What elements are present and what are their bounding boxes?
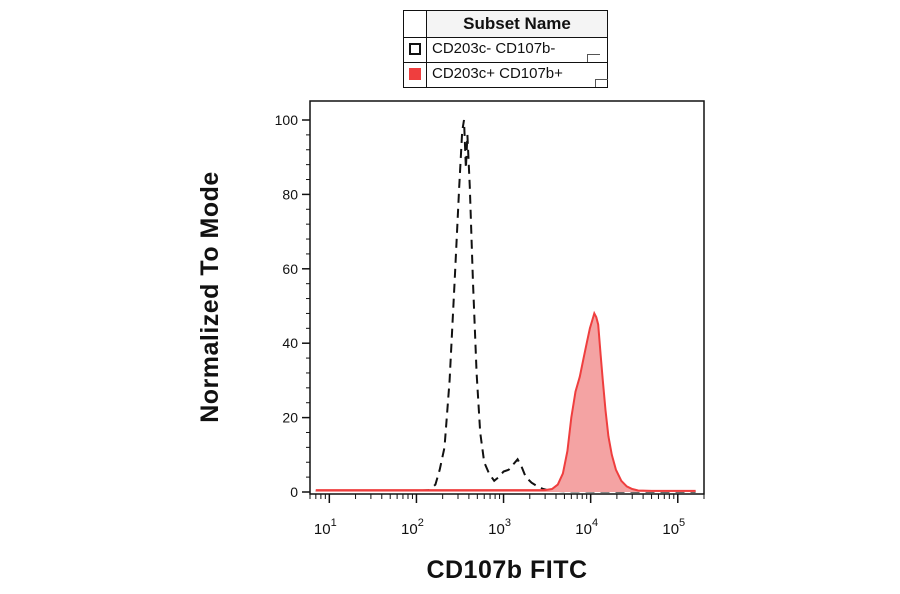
y-tick-label: 60 bbox=[282, 261, 298, 277]
x-tick-exponent: 3 bbox=[505, 517, 511, 529]
x-tick-label: 102 bbox=[401, 517, 424, 538]
y-tick-label: 80 bbox=[282, 186, 298, 202]
legend-column-divider bbox=[426, 11, 427, 87]
x-tick-base: 10 bbox=[662, 521, 679, 538]
legend-corner-mark bbox=[595, 79, 608, 87]
x-tick-base: 10 bbox=[575, 521, 592, 538]
legend-swatch-outline bbox=[409, 43, 421, 55]
x-tick-exponent: 4 bbox=[592, 517, 598, 529]
legend-entry-label: CD203c+ CD107b+ bbox=[432, 65, 563, 82]
x-tick-base: 10 bbox=[401, 521, 418, 538]
x-tick-label: 105 bbox=[662, 517, 685, 538]
legend-title: Subset Name bbox=[427, 11, 607, 37]
series-line bbox=[315, 119, 696, 493]
x-tick-label: 104 bbox=[575, 517, 598, 538]
legend-header: Subset Name bbox=[404, 11, 607, 38]
x-tick-exponent: 5 bbox=[679, 517, 685, 529]
x-axis-title: CD107b FITC bbox=[426, 556, 587, 584]
x-tick-label: 101 bbox=[314, 517, 337, 538]
y-tick-label: 0 bbox=[290, 484, 298, 500]
x-tick-exponent: 2 bbox=[418, 517, 424, 529]
legend-corner-mark bbox=[587, 54, 600, 62]
x-tick-label: 103 bbox=[488, 517, 511, 538]
legend-box: Subset Name CD203c- CD107b- CD203c+ CD10… bbox=[403, 10, 608, 88]
x-tick-base: 10 bbox=[488, 521, 505, 538]
x-tick-base: 10 bbox=[314, 521, 331, 538]
series-line bbox=[315, 310, 696, 492]
legend-swatch-filled bbox=[409, 68, 421, 80]
plot-frame bbox=[309, 100, 705, 495]
y-axis: 0 20 40 60 80 100 bbox=[275, 112, 310, 500]
legend-entry[interactable]: CD203c+ CD107b+ bbox=[404, 63, 608, 87]
legend-entry[interactable]: CD203c- CD107b- bbox=[404, 38, 607, 63]
y-tick-label: 40 bbox=[282, 335, 298, 351]
plot-area bbox=[315, 119, 696, 493]
series-fill bbox=[315, 313, 696, 492]
y-tick-label: 100 bbox=[275, 112, 299, 128]
y-axis-title: Normalized To Mode bbox=[196, 171, 224, 423]
x-axis: 101 102 103 104 105 bbox=[309, 494, 705, 538]
x-tick-exponent: 1 bbox=[331, 517, 337, 529]
y-tick-label: 20 bbox=[282, 410, 298, 426]
legend-entry-label: CD203c- CD107b- bbox=[432, 40, 556, 57]
